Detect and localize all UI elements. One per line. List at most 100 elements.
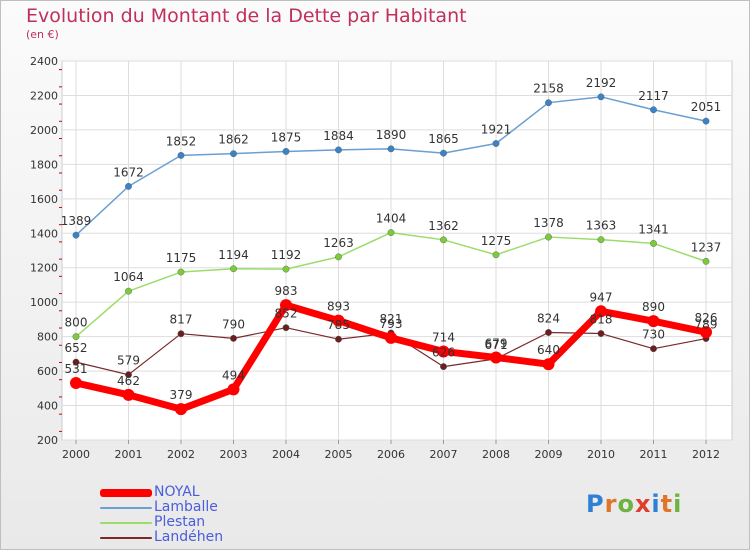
- x-tick-label: 2012: [692, 448, 720, 461]
- data-point: [440, 363, 447, 371]
- legend-item: Lamballe: [100, 500, 218, 515]
- data-point: [597, 236, 605, 244]
- data-point: [72, 333, 80, 341]
- data-label: 2192: [586, 76, 617, 90]
- data-point: [335, 253, 342, 261]
- data-label: 821: [380, 312, 403, 326]
- data-point: [387, 145, 395, 153]
- data-label: 1275: [481, 234, 512, 248]
- y-tick-label: 1800: [30, 158, 58, 171]
- data-label: 1192: [271, 248, 302, 262]
- data-label: 1263: [323, 236, 354, 250]
- data-label: 824: [537, 312, 560, 326]
- x-tick-label: 2007: [430, 448, 458, 461]
- chart-title: Evolution du Montant de la Dette par Hab…: [26, 5, 467, 27]
- data-label: 1363: [586, 219, 617, 233]
- data-point: [492, 251, 500, 259]
- data-point: [702, 257, 710, 265]
- data-label: 379: [170, 388, 193, 402]
- data-label: 1194: [218, 248, 249, 262]
- data-label: 1875: [271, 130, 302, 144]
- data-label: 785: [327, 318, 350, 332]
- y-tick-label: 1600: [30, 193, 58, 206]
- y-tick-label: 600: [37, 365, 58, 378]
- x-tick-label: 2010: [587, 448, 615, 461]
- data-point: [702, 117, 710, 125]
- data-label: 1404: [376, 212, 407, 226]
- data-label: 793: [380, 317, 403, 331]
- y-tick-label: 2000: [30, 124, 58, 137]
- data-label: 1852: [166, 134, 197, 148]
- data-label: 1341: [638, 222, 669, 236]
- data-point: [597, 93, 605, 101]
- data-label: 1890: [376, 128, 407, 142]
- logo-letter: i: [673, 490, 683, 518]
- data-point: [282, 148, 290, 155]
- data-label: 626: [432, 346, 455, 360]
- legend-swatch: [100, 488, 152, 497]
- data-label: 1175: [166, 251, 197, 265]
- data-point: [125, 371, 132, 379]
- legend-swatch: [100, 506, 152, 509]
- data-label: 1672: [113, 165, 144, 179]
- data-point: [125, 287, 132, 295]
- x-tick-label: 2002: [167, 448, 195, 461]
- legend-swatch: [100, 536, 152, 539]
- data-point: [70, 376, 82, 389]
- legend-label: Lamballe: [154, 499, 218, 515]
- data-label: 1237: [691, 240, 722, 254]
- x-tick-label: 2008: [482, 448, 510, 461]
- data-label: 640: [537, 343, 560, 357]
- data-point: [650, 345, 657, 353]
- data-label: 817: [170, 313, 193, 327]
- data-point: [72, 358, 80, 366]
- data-label: 1921: [481, 123, 512, 137]
- y-tick-label: 1000: [30, 296, 58, 309]
- data-label: 789: [695, 318, 718, 332]
- plot-area: [61, 60, 733, 441]
- data-point: [230, 265, 237, 273]
- data-point: [177, 330, 185, 338]
- legend-label: Landéhen: [154, 529, 224, 545]
- legend-label: Plestan: [154, 514, 206, 530]
- data-label: 983: [275, 284, 298, 298]
- x-tick-label: 2001: [115, 448, 143, 461]
- data-point: [437, 345, 450, 358]
- data-point: [280, 299, 292, 312]
- data-point: [230, 150, 237, 158]
- data-point: [282, 324, 290, 332]
- data-label: 652: [65, 341, 88, 355]
- data-point: [387, 229, 395, 236]
- data-label: 818: [590, 313, 613, 327]
- legend-label: NOYAL: [154, 484, 200, 500]
- y-tick-label: 200: [37, 434, 58, 447]
- data-label: 579: [117, 354, 140, 368]
- data-point: [175, 403, 187, 416]
- data-point: [597, 330, 605, 337]
- logo-letter: r: [604, 490, 618, 518]
- data-label: 852: [275, 307, 298, 321]
- chart-subtitle: (en €): [26, 28, 59, 41]
- data-label: 800: [65, 316, 88, 330]
- proxiti-logo: Proxiti: [586, 490, 682, 518]
- data-label: 730: [642, 328, 665, 342]
- y-tick-label: 400: [37, 400, 58, 413]
- data-point: [230, 334, 237, 342]
- data-point: [545, 233, 552, 241]
- legend-item: Plestan: [100, 515, 205, 530]
- legend-item: Landéhen: [100, 530, 223, 545]
- data-label: 714: [432, 330, 455, 344]
- data-label: 1884: [323, 129, 354, 143]
- data-label: 890: [642, 300, 665, 314]
- logo-letter: o: [617, 490, 635, 518]
- y-tick-label: 2400: [30, 55, 58, 68]
- data-label: 1389: [61, 214, 92, 228]
- data-point: [385, 331, 397, 344]
- data-label: 531: [65, 362, 88, 376]
- data-label: 826: [695, 311, 718, 325]
- data-point: [177, 152, 185, 159]
- logo-letter: i: [651, 490, 661, 518]
- data-point: [492, 140, 500, 147]
- data-label: 1378: [533, 216, 564, 230]
